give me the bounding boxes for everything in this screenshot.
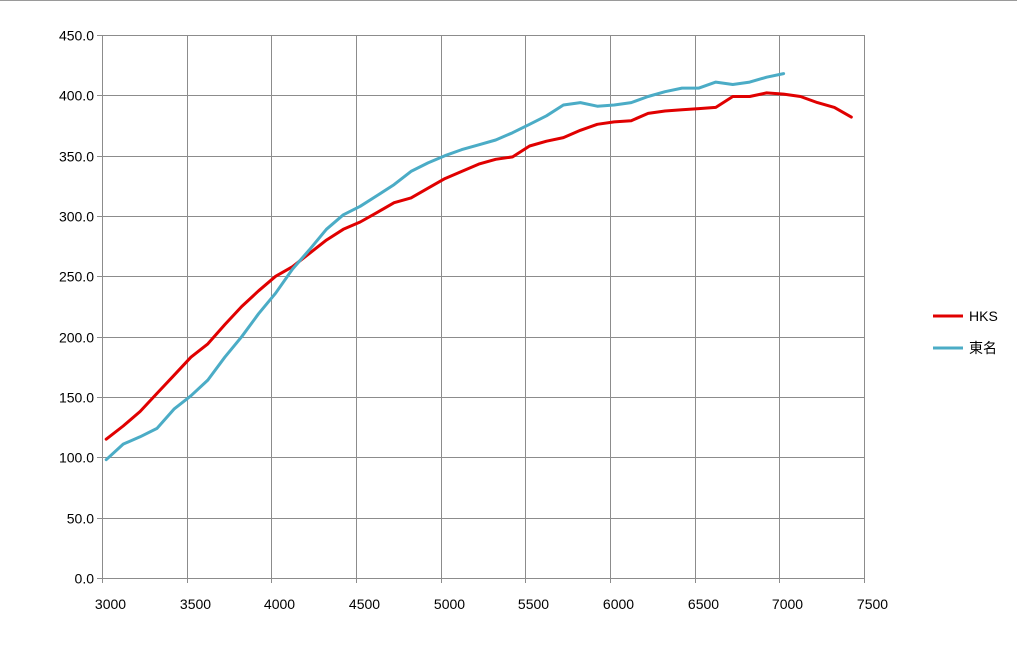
x-tick-label: 7500 bbox=[857, 596, 888, 612]
x-tick-label: 6000 bbox=[603, 596, 634, 612]
y-tick-label: 350.0 bbox=[59, 149, 94, 165]
x-tick-label: 3000 bbox=[95, 596, 126, 612]
legend: HKS 東名 bbox=[933, 308, 998, 356]
legend-label: HKS bbox=[969, 308, 998, 324]
x-tick-label: 4500 bbox=[349, 596, 380, 612]
x-tick-label: 7000 bbox=[772, 596, 803, 612]
x-tick-label: 3500 bbox=[180, 596, 211, 612]
x-tick-labels: 3000 3500 4000 4500 5000 5500 6000 6500 7000 7500 bbox=[95, 596, 888, 612]
y-tick-label: 50.0 bbox=[67, 511, 94, 527]
y-tick-label: 0.0 bbox=[75, 571, 95, 587]
x-tick-label: 6500 bbox=[688, 596, 719, 612]
series-line-tomei bbox=[104, 72, 786, 462]
gridlines bbox=[102, 35, 865, 578]
series-line-hks bbox=[104, 91, 853, 441]
axes bbox=[97, 35, 865, 583]
y-tick-label: 450.0 bbox=[59, 28, 94, 44]
y-tick-label: 300.0 bbox=[59, 209, 94, 225]
x-tick-label: 5500 bbox=[518, 596, 549, 612]
x-tick-label: 5000 bbox=[434, 596, 465, 612]
y-tick-label: 250.0 bbox=[59, 269, 94, 285]
x-tick-label: 4000 bbox=[264, 596, 295, 612]
legend-label: 東名 bbox=[969, 340, 997, 356]
y-tick-labels: 0.0 50.0 100.0 150.0 200.0 250.0 300.0 350.0 400… bbox=[59, 28, 94, 587]
series-lines bbox=[104, 72, 853, 462]
y-tick-label: 400.0 bbox=[59, 88, 94, 104]
y-tick-label: 100.0 bbox=[59, 450, 94, 466]
y-tick-label: 150.0 bbox=[59, 390, 94, 406]
y-tick-label: 200.0 bbox=[59, 330, 94, 346]
